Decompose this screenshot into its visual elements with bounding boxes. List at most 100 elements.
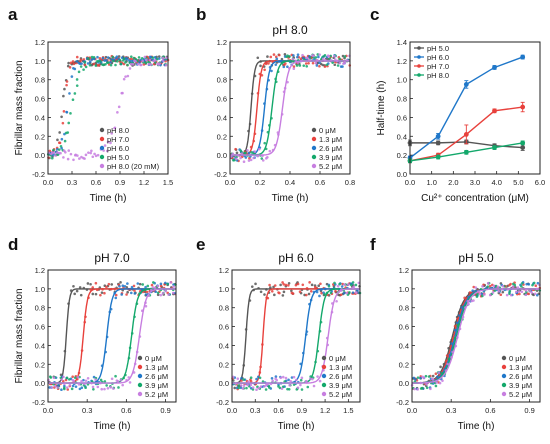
data-point <box>89 151 93 155</box>
data-point <box>331 61 334 64</box>
legend-marker <box>417 55 421 59</box>
x-tick-label: 0.0 <box>405 178 415 187</box>
data-point <box>130 285 134 289</box>
data-point <box>499 293 503 297</box>
data-point <box>93 152 96 156</box>
data-point <box>116 111 119 114</box>
legend-marker <box>501 373 507 379</box>
data-point <box>66 131 70 134</box>
data-point <box>354 283 358 287</box>
data-point <box>75 55 79 59</box>
data-point <box>91 286 95 289</box>
data-point <box>71 375 74 379</box>
legend-label: 5.2 μM <box>319 162 342 171</box>
data-point <box>50 386 54 389</box>
plot-frame <box>231 269 361 403</box>
legend-label: pH 8.0 <box>427 71 449 80</box>
data-point <box>139 63 143 67</box>
data-point <box>316 375 319 378</box>
data-point <box>301 283 305 287</box>
data-point <box>106 387 110 390</box>
data-point <box>311 61 315 65</box>
data-point <box>122 62 126 66</box>
data-point <box>300 376 304 380</box>
data-point <box>121 284 125 287</box>
data-point <box>172 283 175 286</box>
legend-marker <box>99 163 105 169</box>
data-point <box>250 285 254 288</box>
legend-marker <box>99 145 105 151</box>
data-point <box>237 384 241 387</box>
legend-label: 3.9 μM <box>509 381 532 390</box>
data-point <box>245 386 248 390</box>
data-point <box>164 63 168 67</box>
x-tick-label: 0.0 <box>225 178 235 187</box>
data-point <box>62 375 65 379</box>
data-point <box>79 58 83 62</box>
data-point <box>271 379 275 383</box>
data-point <box>347 283 350 286</box>
legend-marker <box>99 136 105 142</box>
data-point <box>290 376 294 379</box>
data-point <box>73 376 77 379</box>
data-point <box>321 57 325 61</box>
x-tick-label: 6.0 <box>535 178 545 187</box>
data-point <box>109 63 113 67</box>
data-point <box>242 378 245 381</box>
data-point <box>56 386 60 389</box>
data-point <box>73 67 77 71</box>
data-point <box>109 60 112 64</box>
data-point <box>48 386 52 389</box>
data-point <box>288 383 291 387</box>
data-point <box>60 388 63 391</box>
data-point <box>156 293 160 297</box>
data-point <box>105 384 108 387</box>
data-point <box>281 281 284 284</box>
data-point <box>68 383 72 387</box>
data-point <box>69 61 73 65</box>
legend-label: 5.2 μM <box>509 390 532 399</box>
data-point <box>349 283 353 287</box>
data-point <box>431 374 435 378</box>
data-point <box>109 386 113 389</box>
data-point <box>441 379 444 383</box>
data-point <box>312 384 316 388</box>
y-tick-label: 1.0 <box>217 57 227 66</box>
data-point <box>153 286 157 290</box>
legend-label: pH 8.0 (20 mM) <box>107 162 160 171</box>
data-point <box>463 149 469 155</box>
y-tick-label: 0.6 <box>399 323 409 332</box>
data-point <box>420 386 424 390</box>
x-axis-label: Time (h) <box>278 421 315 432</box>
data-point <box>340 285 344 288</box>
data-point <box>94 281 98 285</box>
legend-label: 3.9 μM <box>145 381 168 390</box>
data-point <box>57 148 61 151</box>
data-point <box>509 282 512 286</box>
legend-marker <box>99 154 105 160</box>
data-point <box>270 289 274 293</box>
data-point <box>103 380 107 383</box>
data-point <box>49 376 53 379</box>
data-point <box>142 63 146 66</box>
data-point <box>298 290 302 293</box>
x-tick-label: 2.0 <box>448 178 458 187</box>
data-point <box>295 64 299 67</box>
data-point <box>91 385 95 389</box>
data-point <box>70 75 74 78</box>
y-tick-label: 0.0 <box>217 151 227 160</box>
data-point <box>352 285 356 289</box>
data-point <box>252 156 255 160</box>
data-point <box>129 55 133 58</box>
data-point <box>283 53 287 56</box>
x-axis-label: Time (h) <box>272 193 309 204</box>
data-point <box>313 57 316 61</box>
data-point <box>169 281 173 284</box>
x-tick-label: 0.6 <box>91 178 101 187</box>
data-point <box>425 386 429 390</box>
data-point <box>336 284 340 288</box>
data-point <box>291 57 295 61</box>
legend-marker <box>137 382 143 388</box>
data-point <box>532 281 536 285</box>
data-point <box>339 293 343 297</box>
